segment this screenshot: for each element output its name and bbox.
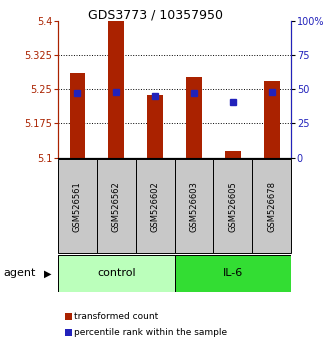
Bar [65,329,72,336]
Text: IL-6: IL-6 [223,268,243,279]
Bar [97,159,136,253]
Bar [58,159,97,253]
Bar [186,77,202,158]
Text: agent: agent [3,268,36,279]
Text: GSM526603: GSM526603 [190,181,199,232]
Text: percentile rank within the sample: percentile rank within the sample [74,328,227,337]
Bar [65,313,72,320]
Bar [147,95,163,158]
Bar [174,255,291,292]
Text: control: control [97,268,136,279]
Text: transformed count: transformed count [74,312,158,321]
Text: GDS3773 / 10357950: GDS3773 / 10357950 [88,9,223,22]
Bar [136,159,174,253]
Bar [174,159,213,253]
Bar [264,81,280,158]
Text: ▶: ▶ [44,268,52,279]
Bar [70,74,85,158]
Text: GSM526561: GSM526561 [73,181,82,232]
Text: GSM526678: GSM526678 [267,181,276,232]
Text: GSM526562: GSM526562 [112,181,121,232]
Text: GSM526602: GSM526602 [151,181,160,232]
Bar [225,151,241,158]
Bar [252,159,291,253]
Bar [58,255,174,292]
Bar [213,159,252,253]
Bar [109,21,124,158]
Text: GSM526605: GSM526605 [228,181,237,232]
